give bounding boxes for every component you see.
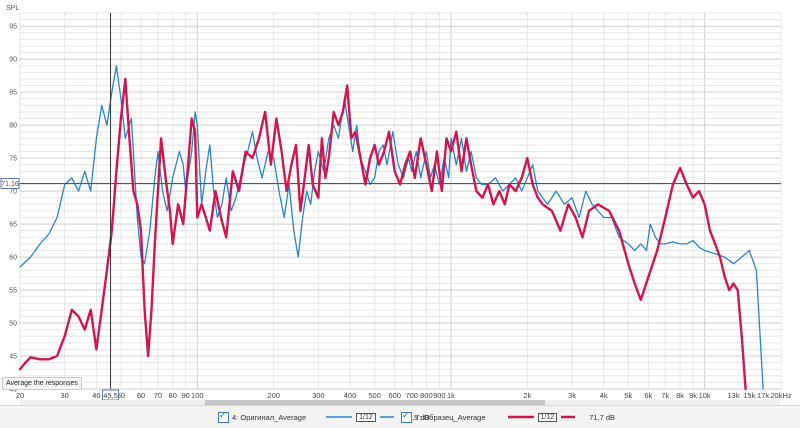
frequency-response-chart[interactable]: 40 45 50 55 60 65 70 75 80 85 90 95 20 30 40 50 60 70 80 90… (0, 0, 800, 405)
x-tick-label: 70 (154, 391, 162, 400)
x-tick-label: 1k (447, 391, 455, 400)
checkbox-original[interactable] (218, 410, 229, 423)
y-tick-label: 85 (9, 90, 17, 97)
y-tick-label: 90 (9, 57, 17, 64)
legend-item-original[interactable]: 4: Оригинал_Average 1/12 78,5 dB (218, 410, 430, 423)
horizontal-scrollbar[interactable] (20, 400, 780, 405)
x-tick-label: 400 (344, 391, 357, 400)
series-line-sample (18, 77, 747, 391)
cursor-y-badge (0, 178, 20, 189)
x-tick-label: 8k (676, 391, 684, 400)
x-tick-label: 30 (60, 391, 68, 400)
y-tick-label: 65 (9, 222, 17, 229)
x-tick-label: 50 (117, 391, 125, 400)
axes: 40 45 50 55 60 65 70 75 80 85 90 95 20 30 40 50 60 70 80 90… (9, 24, 792, 400)
y-tick-label: 55 (9, 288, 17, 295)
x-tick-label: 100 (191, 391, 204, 400)
cursor-crosshair[interactable]: 71,16 45,5 (0, 13, 781, 401)
y-axis-label: SPL (6, 5, 19, 12)
level-sample: 71,7 dB (589, 412, 616, 422)
x-tick-label: 7k (661, 391, 669, 400)
scrollbar-thumb[interactable] (205, 400, 545, 405)
y-tick-label: 75 (9, 156, 17, 163)
x-tick-label: 500 (368, 391, 381, 400)
cursor-x-value: 45,5 (103, 391, 118, 400)
grid (19, 12, 782, 390)
line-sample-icon (561, 415, 576, 419)
y-tick-label: 70 (9, 189, 17, 196)
x-tick-label: 60 (137, 391, 145, 400)
x-tick-label: 600 (388, 391, 401, 400)
line-sample-icon (326, 416, 353, 418)
x-tick-label: 20 (16, 391, 24, 400)
smoothing-original[interactable]: 1/12 (356, 412, 376, 422)
x-tick-label: 200 (267, 391, 280, 400)
x-tick-label: 13k (727, 391, 739, 400)
x-tick-label: 5k (624, 391, 632, 400)
x-tick-label: 20kHz (770, 391, 792, 400)
x-tick-label: 17k (757, 391, 769, 400)
y-tick-label: 45 (9, 354, 17, 361)
x-tick-label: 700 (405, 391, 418, 400)
smoothing-sample[interactable]: 1/12 (537, 412, 558, 422)
y-tick-label: 50 (9, 321, 17, 328)
checkbox-sample[interactable] (401, 410, 412, 423)
x-tick-label: 6k (644, 391, 652, 400)
series-lines (18, 65, 764, 391)
line-sample-icon (507, 415, 534, 419)
cursor-y-value: 71,16 (1, 181, 19, 188)
x-tick-label: 800 (420, 391, 433, 400)
legend-label-sample: 7: Образец_Average (415, 412, 486, 422)
y-tick-label: 80 (9, 123, 17, 130)
x-tick-label: 40 (92, 391, 100, 400)
x-tick-label: 15k (743, 391, 755, 400)
x-tick-label: 2k (523, 391, 531, 400)
x-tick-label: 900 (433, 391, 446, 400)
x-tick-label: 10k (699, 391, 711, 400)
legend-label-original: 4: Оригинал_Average (232, 412, 307, 422)
x-tick-label: 300 (312, 391, 325, 400)
x-tick-label: 4k (600, 391, 608, 400)
x-tick-label: 3k (568, 391, 576, 400)
x-tick-label: 80 (169, 391, 177, 400)
line-sample-icon (379, 416, 394, 418)
legend-bar: 4: Оригинал_Average 1/12 78,5 dB 7: Обра… (0, 405, 800, 428)
x-tick-label: 9k (689, 391, 697, 400)
legend-item-sample[interactable]: 7: Образец_Average 1/12 71,7 dB (401, 410, 616, 423)
average-responses-button[interactable]: Average the responses (2, 377, 82, 390)
y-tick-label: 60 (9, 255, 17, 262)
y-tick-label: 40 (9, 387, 17, 394)
level-original: 78,5 dB (403, 412, 430, 422)
x-tick-label: 90 (182, 391, 190, 400)
plot-area (19, 12, 782, 390)
y-tick-label: 95 (9, 24, 17, 31)
